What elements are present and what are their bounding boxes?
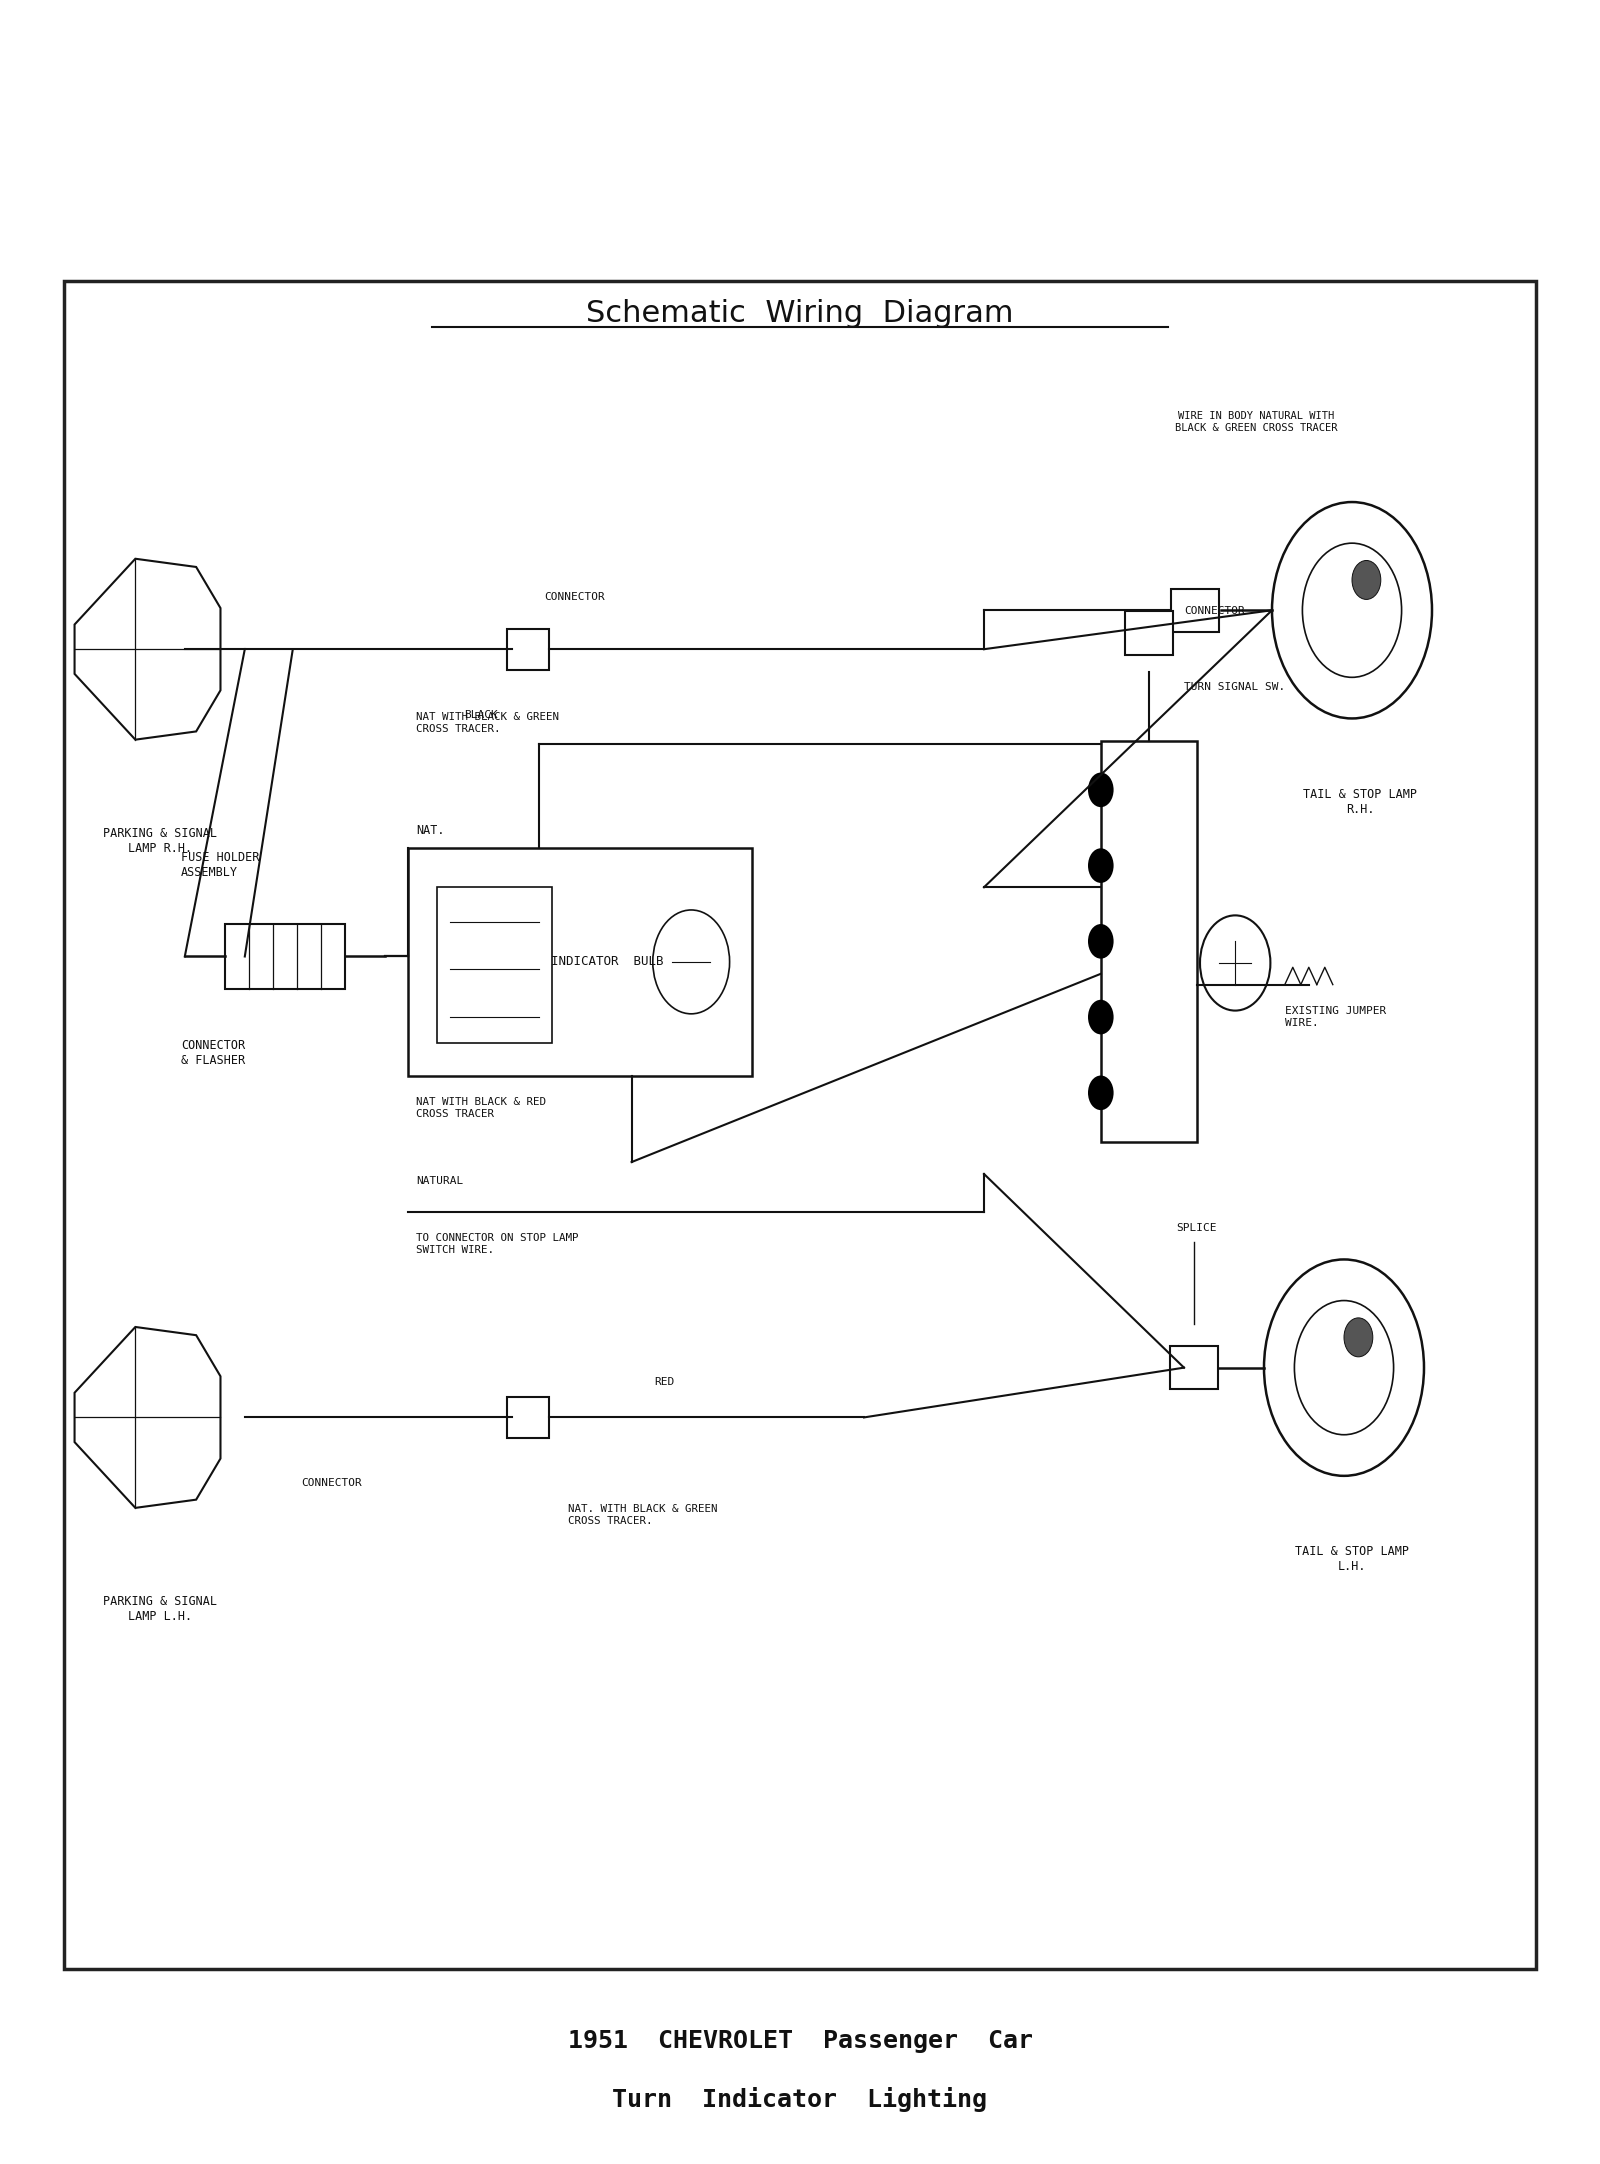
Polygon shape <box>75 1327 221 1508</box>
Bar <box>224 924 344 989</box>
Bar <box>507 1398 549 1439</box>
Bar <box>1170 1346 1218 1389</box>
Text: CONNECTOR
& FLASHER: CONNECTOR & FLASHER <box>181 1039 245 1067</box>
Text: PARKING & SIGNAL
LAMP L.H.: PARKING & SIGNAL LAMP L.H. <box>102 1595 218 1623</box>
Text: CONNECTOR: CONNECTOR <box>544 591 605 602</box>
Text: WIRE IN BODY NATURAL WITH
BLACK & GREEN CROSS TRACER: WIRE IN BODY NATURAL WITH BLACK & GREEN … <box>1174 411 1338 433</box>
Text: TURN SIGNAL SW.: TURN SIGNAL SW. <box>1184 682 1285 692</box>
Circle shape <box>1200 915 1270 1011</box>
Text: TAIL & STOP LAMP
L.H.: TAIL & STOP LAMP L.H. <box>1294 1545 1410 1573</box>
Text: SPLICE: SPLICE <box>1176 1223 1216 1233</box>
Bar <box>1125 610 1173 654</box>
Text: NAT.: NAT. <box>416 824 445 837</box>
Text: PARKING & SIGNAL
LAMP R.H.: PARKING & SIGNAL LAMP R.H. <box>102 827 218 855</box>
Bar <box>507 628 549 671</box>
FancyBboxPatch shape <box>64 281 1536 1969</box>
Text: FUSE HOLDER
ASSEMBLY: FUSE HOLDER ASSEMBLY <box>181 850 259 879</box>
Bar <box>408 848 752 1076</box>
Bar <box>437 887 552 1043</box>
Text: CONNECTOR: CONNECTOR <box>301 1478 362 1489</box>
Circle shape <box>1088 848 1114 883</box>
Text: TAIL & STOP LAMP
R.H.: TAIL & STOP LAMP R.H. <box>1302 788 1418 816</box>
Bar <box>1101 740 1197 1143</box>
Text: NAT. WITH BLACK & GREEN
CROSS TRACER.: NAT. WITH BLACK & GREEN CROSS TRACER. <box>568 1504 717 1526</box>
Text: Turn  Indicator  Lighting: Turn Indicator Lighting <box>613 2086 987 2112</box>
Circle shape <box>1264 1259 1424 1476</box>
Circle shape <box>1294 1301 1394 1435</box>
Circle shape <box>653 909 730 1013</box>
Circle shape <box>1344 1318 1373 1357</box>
Text: EXISTING JUMPER
WIRE.: EXISTING JUMPER WIRE. <box>1285 1006 1386 1028</box>
Circle shape <box>1088 1076 1114 1110</box>
Bar <box>1171 589 1219 632</box>
Text: NAT WITH BLACK & GREEN
CROSS TRACER.: NAT WITH BLACK & GREEN CROSS TRACER. <box>416 712 558 734</box>
Text: NAT WITH BLACK & RED
CROSS TRACER: NAT WITH BLACK & RED CROSS TRACER <box>416 1097 546 1119</box>
Circle shape <box>1088 924 1114 959</box>
Text: INDICATOR  BULB: INDICATOR BULB <box>552 954 664 969</box>
Text: CONNECTOR: CONNECTOR <box>1184 606 1245 617</box>
Text: BLACK: BLACK <box>464 710 498 721</box>
Circle shape <box>1088 773 1114 807</box>
Text: NATURAL: NATURAL <box>416 1175 464 1186</box>
Circle shape <box>1088 1000 1114 1034</box>
Text: TO CONNECTOR ON STOP LAMP
SWITCH WIRE.: TO CONNECTOR ON STOP LAMP SWITCH WIRE. <box>416 1233 579 1255</box>
Text: RED: RED <box>654 1376 674 1387</box>
Text: 1951  CHEVROLET  Passenger  Car: 1951 CHEVROLET Passenger Car <box>568 2028 1032 2054</box>
Circle shape <box>1302 543 1402 677</box>
Text: Schematic  Wiring  Diagram: Schematic Wiring Diagram <box>586 299 1014 329</box>
Circle shape <box>1272 502 1432 718</box>
Circle shape <box>1352 560 1381 599</box>
Polygon shape <box>75 558 221 740</box>
